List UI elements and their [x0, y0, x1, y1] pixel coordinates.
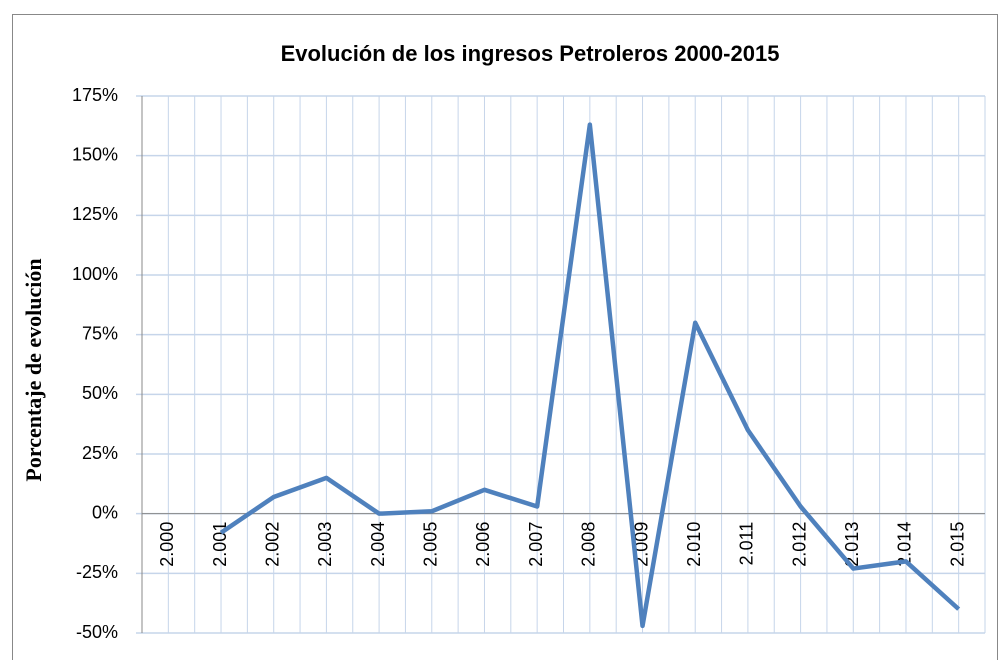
x-tick-label: 2.005: [421, 522, 441, 567]
x-tick-label: 2.008: [579, 522, 599, 567]
x-tick-label: 2.014: [895, 522, 915, 567]
x-tick-label: 2.006: [473, 522, 493, 567]
x-tick-label: 2.004: [368, 522, 388, 567]
x-tick-label: 2.012: [789, 522, 809, 567]
x-tick-label: 2.013: [842, 522, 862, 567]
x-tick-label: 2.015: [947, 522, 967, 567]
x-tick-label: 2.002: [262, 522, 282, 567]
chart-title: Evolución de los ingresos Petroleros 200…: [281, 41, 780, 66]
y-tick-label: 25%: [82, 443, 118, 463]
chart-frame: [12, 14, 998, 660]
y-tick-label: -50%: [76, 622, 118, 642]
y-tick-label: 50%: [82, 383, 118, 403]
x-tick-label: 2.010: [684, 522, 704, 567]
y-tick-label: 150%: [72, 144, 118, 164]
y-tick-label: 0%: [92, 502, 118, 522]
x-tick-label: 2.011: [737, 522, 757, 566]
y-tick-label: 100%: [72, 264, 118, 284]
x-tick-label: 2.007: [526, 522, 546, 567]
y-tick-label: 175%: [72, 85, 118, 105]
x-tick-label: 2.000: [157, 522, 177, 567]
y-axis-label: Porcentaje de evolución: [21, 258, 46, 481]
y-tick-label: 125%: [72, 204, 118, 224]
x-tick-label: 2.003: [315, 522, 335, 567]
y-tick-label: 75%: [82, 323, 118, 343]
data-line: [219, 122, 961, 629]
y-tick-label: -25%: [76, 562, 118, 582]
